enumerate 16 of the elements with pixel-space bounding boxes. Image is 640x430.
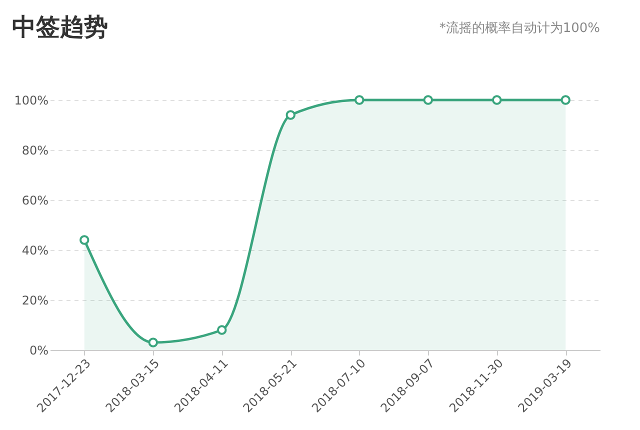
y-tick-label: 0% xyxy=(29,344,48,358)
text: *流摇的概率自动计为100% xyxy=(439,20,600,36)
point xyxy=(286,110,296,120)
point xyxy=(217,325,227,335)
point xyxy=(423,95,433,105)
point xyxy=(80,235,90,245)
y-tick-label: 60% xyxy=(22,194,48,208)
y-tick-label: 20% xyxy=(22,294,48,308)
point xyxy=(354,95,364,105)
y-tick-label: 80% xyxy=(22,144,48,158)
point xyxy=(560,95,570,105)
y-tick-label: 100% xyxy=(14,94,48,108)
y-tick-label: 40% xyxy=(22,244,48,258)
chart-title: 中签趋势 xyxy=(12,13,108,41)
point xyxy=(492,95,502,105)
point xyxy=(148,338,158,348)
